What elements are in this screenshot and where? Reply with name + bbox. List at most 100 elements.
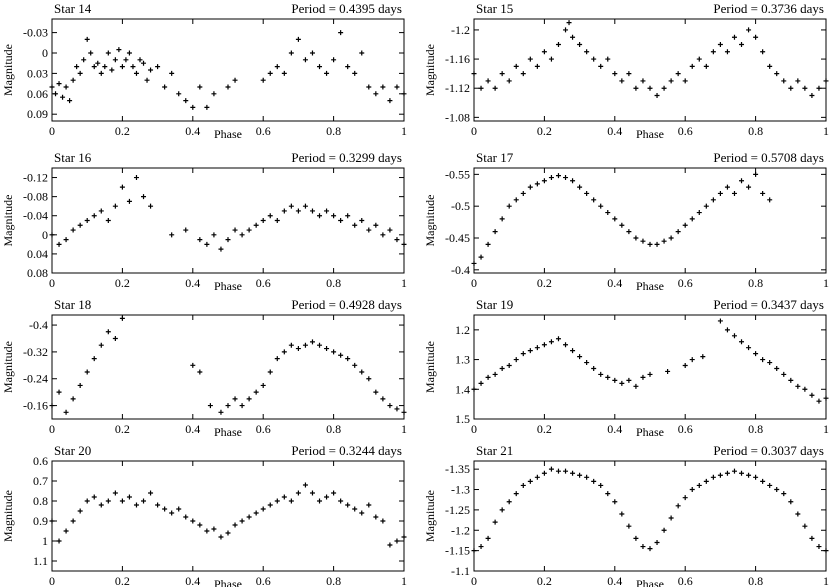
data-point bbox=[204, 241, 210, 247]
data-point bbox=[816, 85, 822, 91]
data-point bbox=[640, 78, 646, 84]
data-point bbox=[612, 216, 618, 222]
period-label: Period = 0.3244 days bbox=[291, 443, 402, 458]
data-point bbox=[352, 506, 358, 512]
data-point bbox=[506, 363, 512, 369]
data-point bbox=[605, 210, 611, 216]
y-tick-label: -1.08 bbox=[445, 110, 470, 124]
data-point bbox=[471, 548, 477, 554]
data-point bbox=[169, 70, 175, 76]
data-point bbox=[724, 470, 730, 476]
period-label: Period = 0.3736 days bbox=[713, 1, 824, 16]
data-point bbox=[584, 49, 590, 55]
data-point bbox=[633, 383, 639, 389]
data-point bbox=[380, 84, 386, 90]
data-point bbox=[56, 538, 62, 544]
data-point bbox=[183, 514, 189, 520]
data-point bbox=[309, 208, 315, 214]
data-point bbox=[190, 104, 196, 110]
y-tick-label: -0.32 bbox=[23, 345, 48, 359]
data-point bbox=[753, 474, 759, 480]
data-point bbox=[591, 365, 597, 371]
data-point bbox=[753, 351, 759, 357]
y-tick-label: -0.4 bbox=[29, 318, 48, 332]
data-point bbox=[148, 490, 154, 496]
data-point bbox=[345, 213, 351, 219]
data-point bbox=[563, 27, 569, 33]
data-point bbox=[612, 377, 618, 383]
data-point bbox=[112, 57, 118, 63]
y-axis-label: Magnitude bbox=[423, 44, 437, 96]
data-point bbox=[696, 482, 702, 488]
data-point bbox=[710, 474, 716, 480]
data-point bbox=[70, 227, 76, 233]
data-point bbox=[56, 389, 62, 395]
data-point bbox=[246, 396, 252, 402]
data-point bbox=[675, 503, 681, 509]
data-point bbox=[682, 222, 688, 228]
data-point bbox=[102, 64, 108, 70]
data-point bbox=[626, 71, 632, 77]
data-point bbox=[260, 77, 266, 83]
data-point bbox=[654, 93, 660, 98]
data-point bbox=[577, 42, 583, 47]
data-point bbox=[584, 190, 590, 196]
y-tick-label: -0.04 bbox=[23, 209, 48, 223]
data-point bbox=[605, 56, 611, 62]
data-point bbox=[668, 78, 674, 84]
data-point bbox=[274, 356, 280, 362]
y-tick-label: -1.1 bbox=[451, 564, 470, 578]
data-point bbox=[338, 352, 344, 358]
x-tick-label: 0.4 bbox=[185, 422, 200, 436]
data-point bbox=[49, 518, 55, 524]
data-point bbox=[520, 351, 526, 357]
y-tick-label: 0.8 bbox=[33, 494, 48, 508]
data-point bbox=[70, 77, 76, 83]
data-point bbox=[105, 329, 111, 335]
data-point bbox=[309, 50, 315, 56]
data-point bbox=[647, 241, 653, 247]
data-point bbox=[696, 56, 702, 62]
x-tick-label: 0 bbox=[49, 574, 55, 587]
data-point bbox=[506, 78, 512, 84]
panel-title: Star 20 bbox=[54, 443, 91, 458]
data-point bbox=[661, 85, 667, 91]
data-point bbox=[591, 197, 597, 203]
data-point bbox=[746, 27, 752, 33]
x-tick-label: 0 bbox=[471, 574, 477, 587]
x-tick-label: 0.4 bbox=[185, 276, 200, 290]
plot-frame bbox=[473, 314, 827, 420]
data-point bbox=[331, 213, 337, 219]
data-point bbox=[647, 85, 653, 91]
data-point bbox=[781, 491, 787, 497]
data-point bbox=[211, 91, 217, 97]
panel-title: Star 19 bbox=[476, 297, 513, 312]
y-tick-label: 0.03 bbox=[27, 66, 48, 80]
y-tick-label: 1 bbox=[42, 534, 48, 548]
data-point bbox=[731, 190, 737, 196]
data-point bbox=[225, 237, 231, 243]
data-point bbox=[731, 468, 737, 474]
data-point bbox=[274, 498, 280, 504]
data-point bbox=[77, 382, 83, 388]
data-point bbox=[774, 71, 780, 77]
data-point bbox=[317, 498, 323, 504]
data-point bbox=[197, 369, 203, 375]
data-point bbox=[555, 468, 561, 474]
data-point bbox=[499, 71, 505, 77]
plot-frame bbox=[51, 460, 405, 572]
data-point bbox=[541, 470, 547, 476]
data-point bbox=[162, 84, 168, 90]
data-point bbox=[478, 254, 484, 260]
data-point bbox=[373, 389, 379, 395]
data-point bbox=[506, 203, 512, 209]
data-point bbox=[746, 184, 752, 190]
data-point bbox=[478, 380, 484, 386]
data-point bbox=[548, 466, 554, 472]
y-tick-label: 0.08 bbox=[27, 266, 48, 280]
data-point bbox=[626, 229, 632, 235]
data-point bbox=[795, 383, 801, 389]
data-point bbox=[91, 64, 97, 70]
data-point bbox=[633, 235, 639, 241]
x-tick-label: 0.4 bbox=[607, 422, 622, 436]
